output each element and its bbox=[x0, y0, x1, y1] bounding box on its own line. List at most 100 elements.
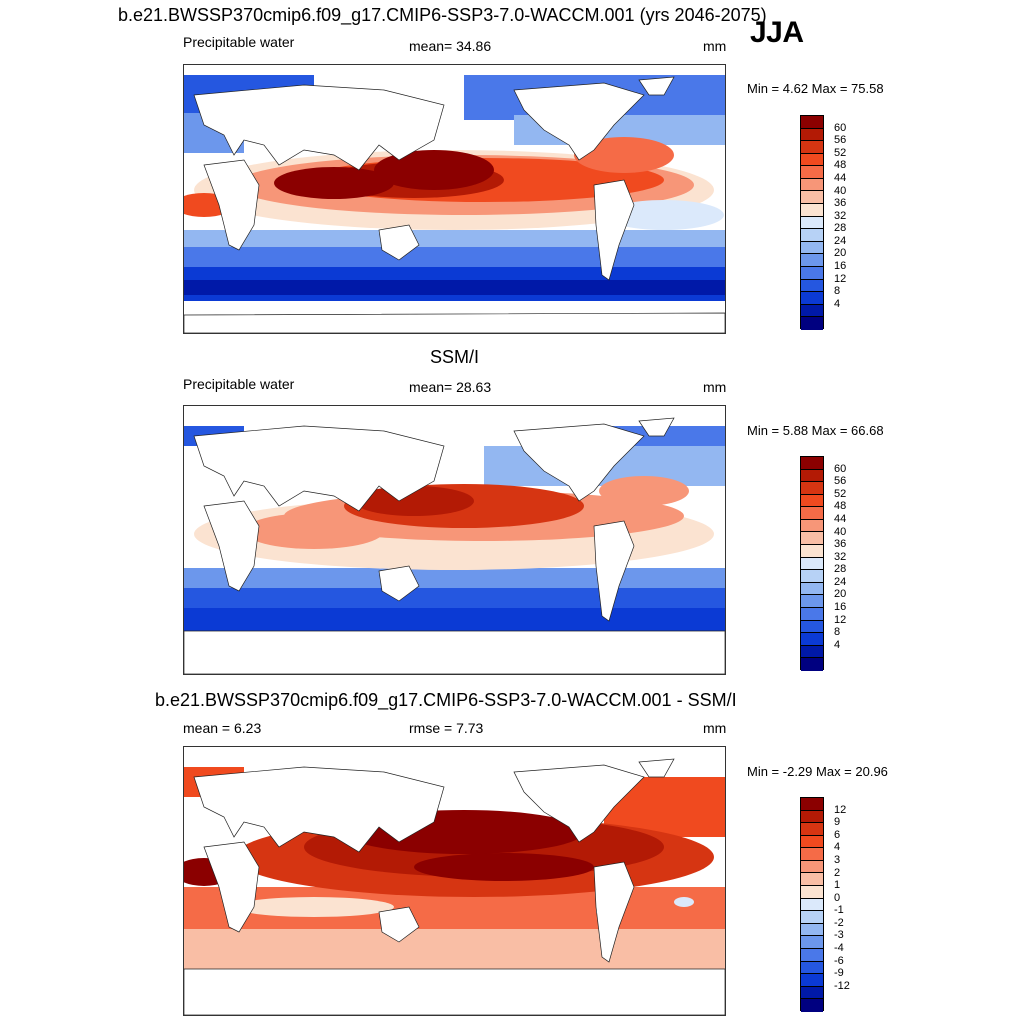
colorbar-label: -12 bbox=[834, 979, 850, 992]
season-label: JJA bbox=[750, 16, 804, 49]
panel-model-units: mm bbox=[703, 38, 727, 54]
colorbar-label: 52 bbox=[834, 487, 847, 500]
colorbar-label: 52 bbox=[834, 146, 847, 159]
colorbar-swatch bbox=[801, 986, 823, 1000]
colorbar-label: 20 bbox=[834, 588, 847, 601]
colorbar-swatch bbox=[801, 507, 823, 520]
colorbar-swatch bbox=[801, 304, 823, 318]
colorbar-swatch bbox=[801, 191, 823, 205]
panel-model-map bbox=[183, 64, 726, 334]
colorbar-label: 44 bbox=[834, 171, 847, 184]
panel-obs-colorbar bbox=[800, 456, 824, 671]
colorbar-swatch bbox=[801, 810, 823, 824]
colorbar-swatch bbox=[801, 570, 823, 583]
colorbar-swatch bbox=[801, 279, 823, 293]
colorbar-label: 24 bbox=[834, 234, 847, 247]
colorbar-swatch bbox=[801, 848, 823, 861]
colorbar-swatch bbox=[801, 823, 823, 836]
colorbar-label: 28 bbox=[834, 222, 847, 235]
colorbar-swatch bbox=[801, 166, 823, 179]
colorbar-label: 40 bbox=[834, 525, 847, 538]
colorbar-label: 20 bbox=[834, 247, 847, 260]
colorbar-label: 1 bbox=[834, 879, 841, 892]
colorbar-label: 48 bbox=[834, 159, 847, 172]
colorbar-swatch bbox=[801, 620, 823, 634]
colorbar-swatch bbox=[801, 595, 823, 608]
colorbar-label: 4 bbox=[834, 841, 841, 854]
colorbar-label: -2 bbox=[834, 916, 844, 929]
colorbar-swatch bbox=[801, 974, 823, 987]
colorbar-swatch bbox=[801, 532, 823, 546]
colorbar-swatch bbox=[801, 645, 823, 659]
colorbar-swatch bbox=[801, 317, 823, 330]
panel-model-colorbar bbox=[800, 115, 824, 330]
colorbar-swatch bbox=[801, 241, 823, 255]
colorbar-swatch bbox=[801, 911, 823, 924]
colorbar-swatch bbox=[801, 557, 823, 571]
colorbar-label: 12 bbox=[834, 803, 847, 816]
colorbar-label: 60 bbox=[834, 121, 847, 134]
colorbar-label: -9 bbox=[834, 967, 844, 980]
colorbar-label: 56 bbox=[834, 475, 847, 488]
colorbar-label: -4 bbox=[834, 942, 844, 955]
colorbar-swatch bbox=[801, 178, 823, 192]
colorbar-swatch bbox=[801, 204, 823, 217]
panel-diff-mean-label: mean = 6.23 bbox=[183, 720, 262, 736]
colorbar-swatch bbox=[801, 216, 823, 230]
panel-model-mean-label: mean= 34.86 bbox=[409, 38, 492, 54]
panel-diff-units: mm bbox=[703, 720, 727, 736]
colorbar-label: 24 bbox=[834, 575, 847, 588]
colorbar-swatch bbox=[801, 141, 823, 154]
colorbar-label: 9 bbox=[834, 816, 841, 829]
colorbar-swatch bbox=[801, 873, 823, 887]
colorbar-label: 8 bbox=[834, 285, 841, 298]
colorbar-label: 12 bbox=[834, 613, 847, 626]
colorbar-label: 36 bbox=[834, 538, 847, 551]
colorbar-label: 48 bbox=[834, 500, 847, 513]
colorbar-label: 4 bbox=[834, 638, 841, 651]
colorbar-swatch bbox=[801, 153, 823, 167]
colorbar-label: 4 bbox=[834, 297, 841, 310]
panel-model-variable-label: Precipitable water bbox=[183, 34, 295, 50]
colorbar-swatch bbox=[801, 582, 823, 596]
panel-model-minmax: Min = 4.62 Max = 75.58 bbox=[747, 81, 884, 96]
colorbar-label: 16 bbox=[834, 601, 847, 614]
colorbar-swatch bbox=[801, 607, 823, 621]
colorbar-label: -1 bbox=[834, 904, 844, 917]
colorbar-swatch bbox=[801, 457, 823, 470]
colorbar-swatch bbox=[801, 948, 823, 962]
colorbar-swatch bbox=[801, 116, 823, 129]
colorbar-label: 12 bbox=[834, 272, 847, 285]
colorbar-swatch bbox=[801, 229, 823, 242]
panel-diff-minmax: Min = -2.29 Max = 20.96 bbox=[747, 764, 888, 779]
colorbar-label: 36 bbox=[834, 197, 847, 210]
colorbar-label: 28 bbox=[834, 563, 847, 576]
colorbar-label: 60 bbox=[834, 462, 847, 475]
panel-obs-minmax: Min = 5.88 Max = 66.68 bbox=[747, 423, 884, 438]
colorbar-swatch bbox=[801, 835, 823, 849]
colorbar-swatch bbox=[801, 936, 823, 949]
panel-obs-map bbox=[183, 405, 726, 675]
colorbar-label: 44 bbox=[834, 512, 847, 525]
colorbar-swatch bbox=[801, 898, 823, 912]
colorbar-label: 32 bbox=[834, 550, 847, 563]
colorbar-swatch bbox=[801, 923, 823, 937]
colorbar-label: -3 bbox=[834, 929, 844, 942]
colorbar-label: 2 bbox=[834, 866, 841, 879]
panel-obs-variable-label: Precipitable water bbox=[183, 376, 295, 392]
colorbar-swatch bbox=[801, 266, 823, 280]
colorbar-swatch bbox=[801, 482, 823, 495]
colorbar-swatch bbox=[801, 128, 823, 142]
colorbar-swatch bbox=[801, 469, 823, 483]
colorbar-swatch bbox=[801, 860, 823, 874]
colorbar-swatch bbox=[801, 545, 823, 558]
colorbar-swatch bbox=[801, 798, 823, 811]
colorbar-label: 16 bbox=[834, 260, 847, 273]
colorbar-label: 0 bbox=[834, 891, 841, 904]
colorbar-swatch bbox=[801, 254, 823, 267]
colorbar-swatch bbox=[801, 292, 823, 305]
panel-obs-units: mm bbox=[703, 379, 727, 395]
colorbar-swatch bbox=[801, 633, 823, 646]
panel-diff-title: b.e21.BWSSP370cmip6.f09_g17.CMIP6-SSP3-7… bbox=[155, 690, 737, 710]
colorbar-swatch bbox=[801, 886, 823, 899]
